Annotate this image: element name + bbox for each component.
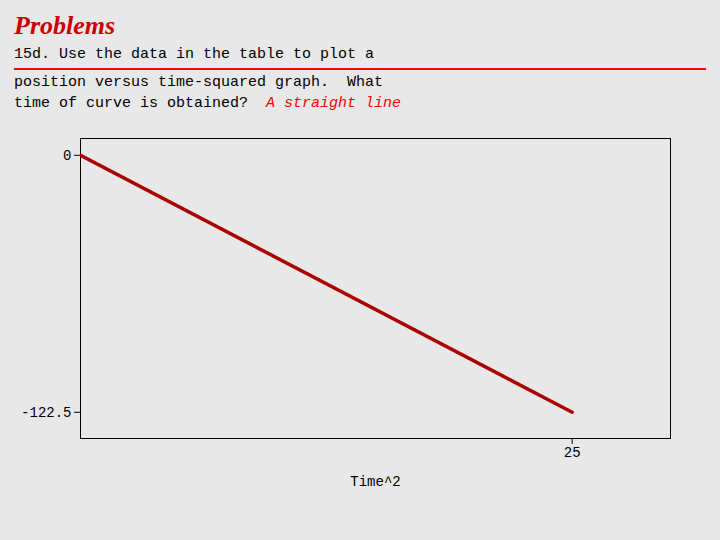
svg-text:-122.5: -122.5 — [21, 405, 71, 421]
svg-text:Time^2: Time^2 — [350, 473, 400, 488]
html-text:position versus time-squared g: position versus time-squared graph. What — [14, 74, 384, 92]
svg-text:0: 0 — [63, 148, 71, 164]
html-text:15d. Use the data in the table: 15d. Use the data in the table to plot a — [14, 46, 375, 64]
html-text:Problems: Problems — [14, 11, 116, 40]
html-text:time of curve is obtained? A s: time of curve is obtained? A straight li… — [14, 94, 402, 112]
svg-text:25: 25 — [564, 445, 581, 461]
